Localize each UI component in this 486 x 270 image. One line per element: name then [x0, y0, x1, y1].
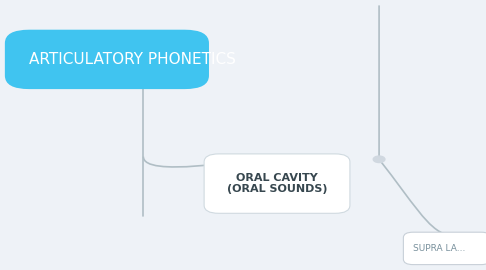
- Text: ARTICULATORY PHONETICS: ARTICULATORY PHONETICS: [29, 52, 236, 67]
- Text: ORAL CAVITY
(ORAL SOUNDS): ORAL CAVITY (ORAL SOUNDS): [227, 173, 327, 194]
- FancyBboxPatch shape: [204, 154, 350, 213]
- FancyBboxPatch shape: [5, 30, 209, 89]
- Text: SUPRA LA...: SUPRA LA...: [413, 244, 466, 253]
- FancyBboxPatch shape: [403, 232, 486, 265]
- Circle shape: [373, 156, 385, 163]
